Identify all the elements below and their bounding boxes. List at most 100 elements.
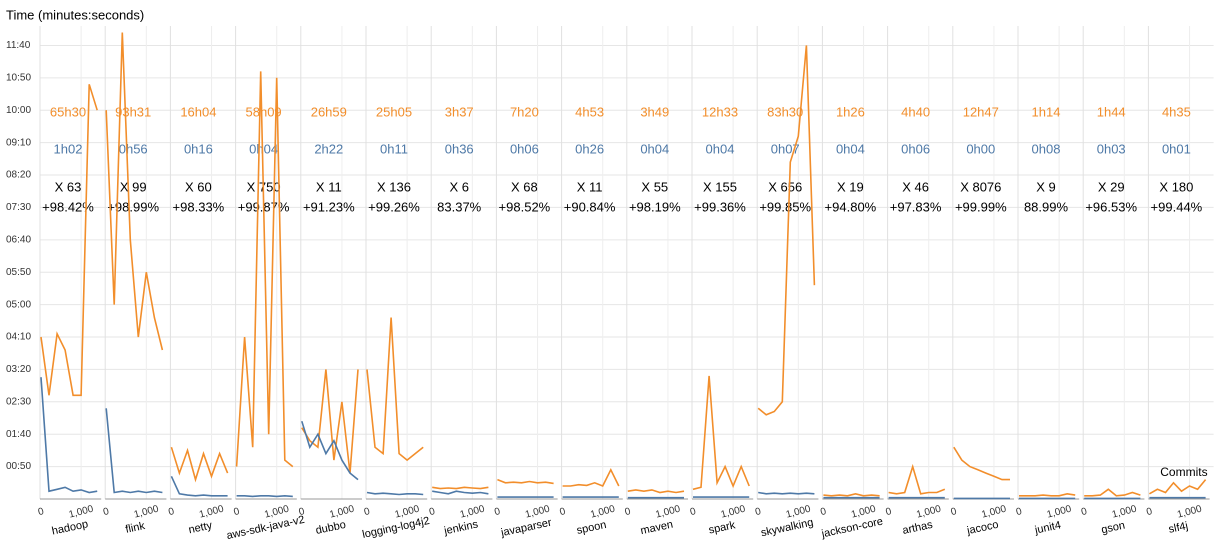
gain: +90.84% [564,199,616,214]
total-time-b: 0h01 [1162,141,1191,156]
series-line [432,486,489,490]
x-tick-label: 0 [559,506,568,518]
series-line [1019,492,1076,497]
y-axis-title: Time (minutes:seconds) [6,7,144,22]
gain: +98.99% [107,199,159,214]
speedup: X 11 [577,179,603,194]
series-line [301,420,359,481]
panel-name: maven [639,519,674,538]
total-time-b: 0h04 [706,141,735,156]
x-tick-label: 0 [1080,506,1089,518]
series-line [236,494,293,498]
gain: 83.37% [437,199,482,214]
speedup: X 155 [703,179,737,194]
series-line [953,446,1010,481]
y-tick-label: 01:40 [6,429,31,440]
panel-name: spoon [576,519,608,537]
series-line [692,375,750,491]
y-tick-label: 07:30 [6,202,31,213]
panel-name: dubbo [315,519,347,537]
panel-name: gson [1100,520,1126,537]
speedup: X 55 [641,179,668,194]
panel-name: arthas [901,519,934,537]
panel-name: spark [708,519,737,536]
gain: +99.99% [955,199,1007,214]
x-tick-label: 1,000 [1046,503,1073,520]
total-time-a: 12h33 [702,104,738,119]
series-line [432,490,489,495]
x-tick-label: 1,000 [589,503,616,520]
total-time-a: 4h40 [901,104,930,119]
x-axis-title: Commits [1160,465,1207,479]
x-tick-label: 1,000 [980,503,1007,520]
y-tick-label: 10:00 [6,105,31,116]
series-line [497,478,554,485]
series-line [40,84,98,397]
speedup: X 136 [377,179,411,194]
total-time-a: 1h44 [1097,104,1126,119]
series-line [757,45,816,416]
panel-name: junit4 [1033,519,1062,536]
series-line [366,491,424,496]
total-time-b: 0h06 [901,141,930,156]
speedup: X 11 [316,179,342,194]
series-line [1149,479,1207,495]
x-tick-label: 0 [754,506,763,518]
total-time-a: 3h49 [640,104,669,119]
total-time-b: 2h22 [314,141,343,156]
gain: +96.53% [1085,199,1137,214]
x-tick-label: 0 [1145,506,1154,518]
x-tick-label: 1,000 [1176,503,1203,520]
x-tick-label: 0 [1015,506,1024,518]
gain: +98.19% [629,199,681,214]
x-tick-label: 0 [950,506,959,518]
speedup: X 63 [55,179,82,194]
x-tick-label: 1,000 [328,503,355,520]
x-tick-label: 0 [819,506,828,518]
speedup: X 180 [1159,179,1193,194]
y-tick-label: 04:10 [6,332,31,343]
total-time-b: 0h04 [640,141,669,156]
total-time-a: 4h35 [1162,104,1191,119]
gain: +91.23% [303,199,355,214]
x-tick-label: 1,000 [68,503,95,520]
total-time-b: 0h04 [836,141,865,156]
series-line [366,317,424,462]
panel-name: hadoop [51,518,89,537]
gain: +99.44% [1151,199,1203,214]
total-time-a: 1h14 [1032,104,1061,119]
speedup: X 656 [768,179,802,194]
series-line [40,377,98,494]
total-time-a: 4h53 [575,104,604,119]
total-time-a: 83h30 [767,104,803,119]
gain: +98.52% [499,199,551,214]
gain: +98.33% [173,199,225,214]
speedup: X 9 [1036,179,1056,194]
total-time-a: 93h31 [115,104,151,119]
x-tick-label: 0 [363,506,372,518]
speedup: X 29 [1098,179,1125,194]
panel-name: slf4j [1168,520,1190,536]
y-tick-label: 08:20 [6,170,31,181]
gain: +99.85% [759,199,811,214]
panel-name: jacoco [965,519,1000,538]
total-time-b: 0h06 [510,141,539,156]
total-time-b: 0h04 [249,141,278,156]
panel-name: jenkins [442,518,479,537]
total-time-b: 0h11 [380,141,408,156]
speedup: X 19 [837,179,864,194]
series-line [105,32,164,351]
panel-name: flink [124,520,146,536]
gain: +99.36% [694,199,746,214]
y-tick-label: 03:20 [6,364,31,375]
series-line [170,446,229,483]
total-time-b: 0h26 [575,141,604,156]
speedup: X 8076 [960,179,1001,194]
total-time-a: 1h26 [836,104,865,119]
y-tick-label: 02:30 [6,396,31,407]
x-tick-label: 1,000 [720,503,747,520]
x-tick-label: 1,000 [654,503,681,520]
x-tick-label: 0 [689,506,698,518]
total-time-a: 16h04 [180,104,216,119]
